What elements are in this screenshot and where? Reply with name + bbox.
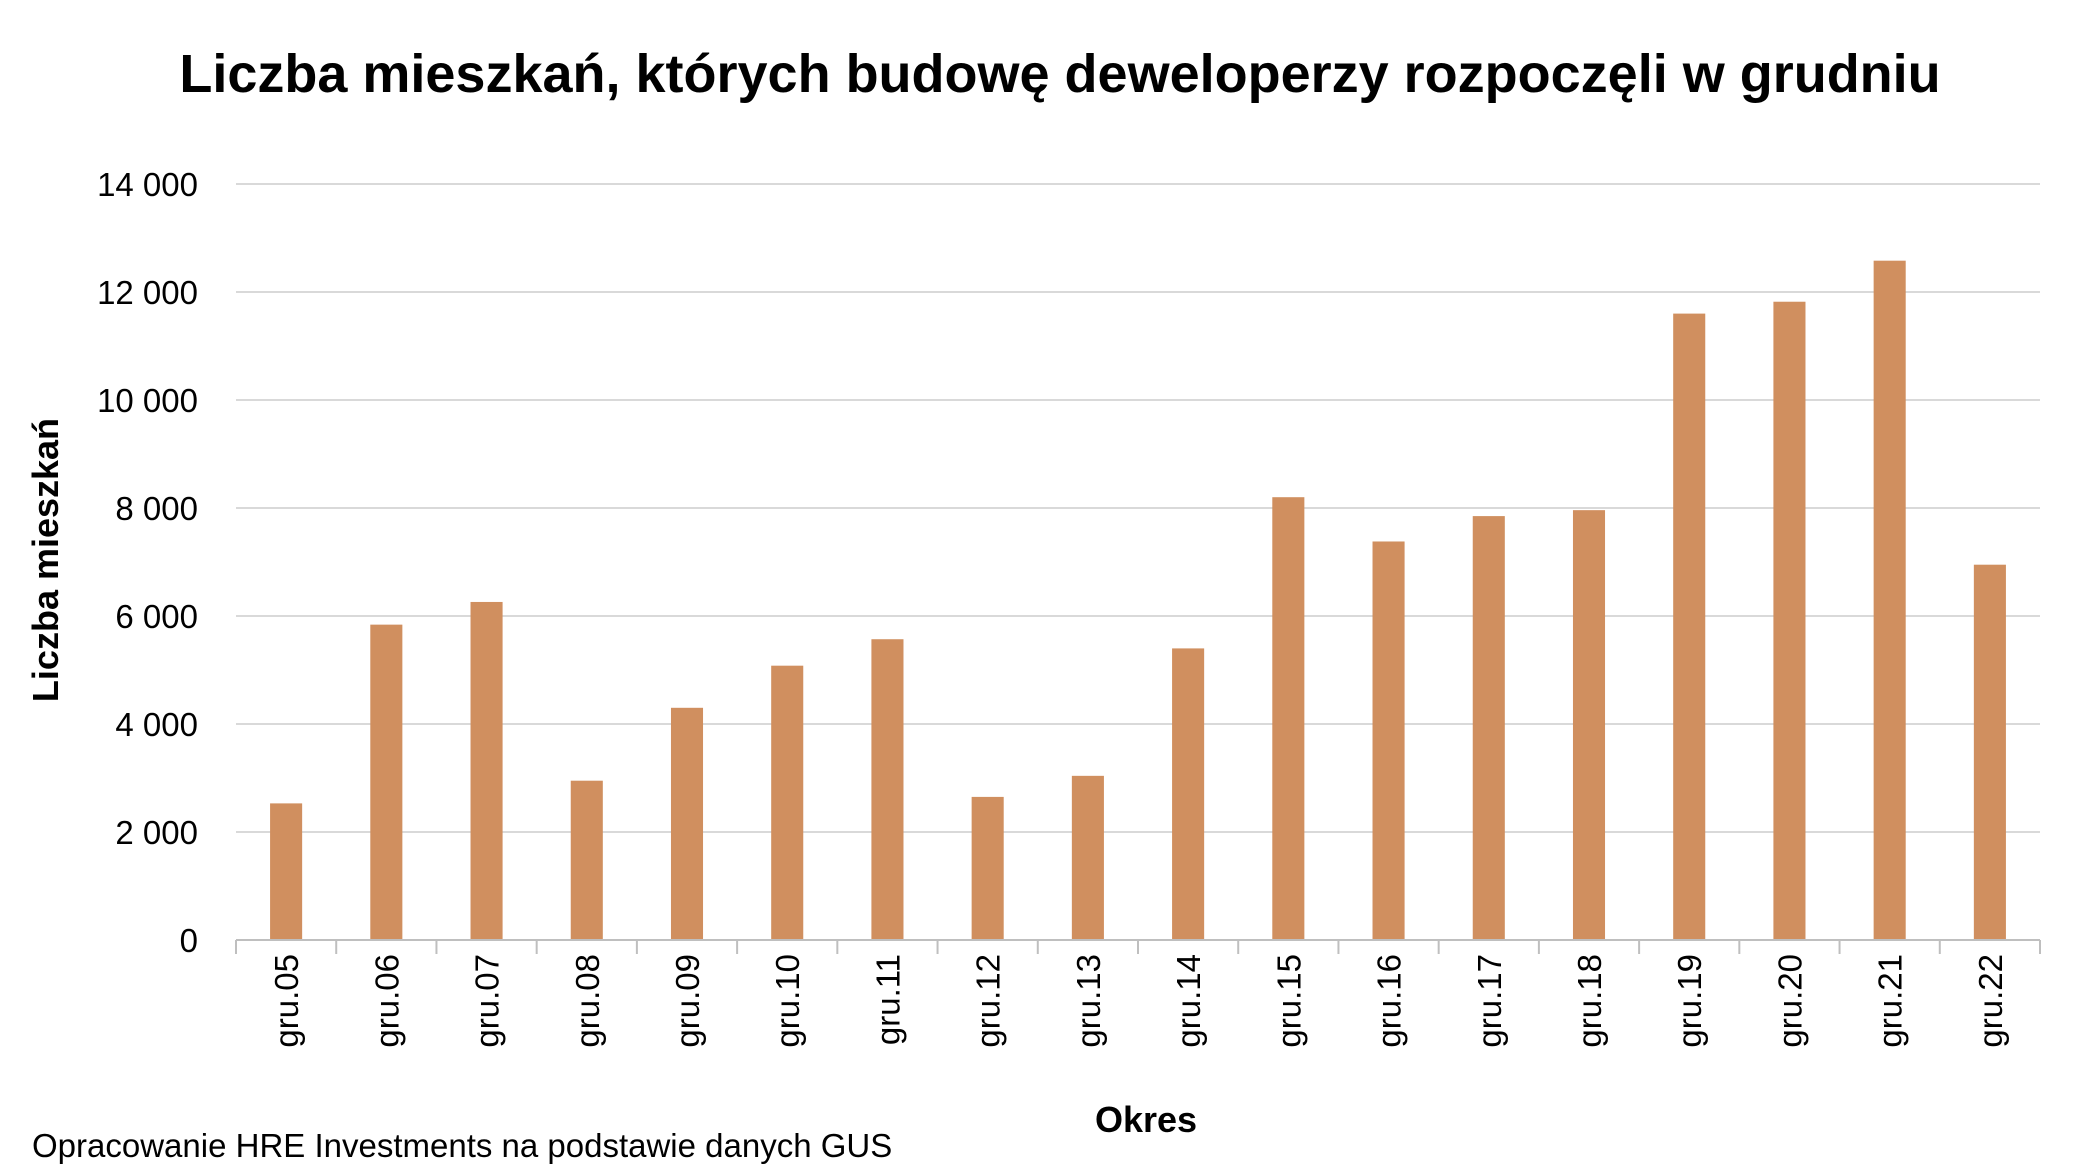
bar-gru.15 [1272, 497, 1305, 940]
bar-gru.08 [570, 780, 603, 940]
y-tick-label: 14 000 [97, 166, 198, 203]
y-tick-label: 2 000 [115, 814, 198, 851]
y-tick-label: 4 000 [115, 706, 198, 743]
x-tick-label: gru.14 [1170, 954, 1207, 1048]
bar-gru.19 [1673, 313, 1706, 941]
bar-gru.11 [871, 639, 904, 940]
x-tick-label: gru.17 [1471, 954, 1508, 1048]
bar-gru.22 [1973, 564, 2006, 940]
y-axis-ticks: 0 2 000 4 000 6 000 8 000 10 000 12 000 14 000 [97, 166, 198, 959]
bar-gru.12 [971, 796, 1004, 940]
y-tick-label: 0 [180, 922, 198, 959]
bar-gru.21 [1873, 260, 1906, 940]
x-axis-title: Okres [1095, 1099, 1197, 1140]
x-tick-label: gru.09 [669, 954, 706, 1048]
x-tick-label: gru.19 [1671, 954, 1708, 1048]
x-tick-label: gru.10 [769, 954, 806, 1048]
x-tick-label: gru.12 [970, 954, 1007, 1048]
y-tick-label: 6 000 [115, 598, 198, 635]
bar-gru.07 [470, 601, 503, 940]
y-tick-label: 10 000 [97, 382, 198, 419]
bar-gru.16 [1372, 541, 1405, 940]
x-axis [235, 939, 2041, 954]
x-tick-label: gru.06 [368, 954, 405, 1048]
x-tick-label: gru.11 [869, 954, 906, 1045]
bar-gru.06 [370, 624, 403, 940]
x-tick-label: gru.08 [569, 954, 606, 1048]
bar-gru.18 [1572, 510, 1606, 940]
x-tick-label: gru.13 [1070, 954, 1107, 1048]
x-tick-label: gru.15 [1270, 954, 1307, 1048]
x-axis-ticks: gru.05 gru.06 gru.07 gru.08 gru.09 gru.10 gru.… [268, 954, 2009, 1048]
bar-gru.14 [1172, 648, 1205, 940]
bars [270, 260, 2006, 941]
x-tick-label: gru.18 [1571, 954, 1608, 1048]
bar-gru.17 [1472, 516, 1505, 940]
chart-title: Liczba mieszkań, których budowę dewelope… [179, 44, 1940, 104]
x-tick-label: gru.20 [1771, 954, 1808, 1048]
x-tick-label: gru.16 [1371, 954, 1408, 1048]
bar-gru.05 [270, 803, 303, 940]
gridlines [236, 183, 2040, 833]
y-tick-label: 8 000 [115, 490, 198, 527]
x-tick-label: gru.05 [268, 954, 305, 1048]
bar-gru.20 [1773, 301, 1806, 941]
y-tick-label: 12 000 [97, 274, 198, 311]
bar-gru.13 [1071, 775, 1104, 940]
y-axis-title: Liczba mieszkań [25, 418, 66, 702]
bar-gru.09 [670, 707, 704, 940]
x-tick-label: gru.07 [469, 954, 506, 1048]
bar-gru.10 [771, 665, 804, 940]
x-tick-label: gru.22 [1972, 954, 2009, 1048]
source-note: Opracowanie HRE Investments na podstawie… [32, 1127, 892, 1164]
x-tick-label: gru.21 [1872, 954, 1909, 1048]
